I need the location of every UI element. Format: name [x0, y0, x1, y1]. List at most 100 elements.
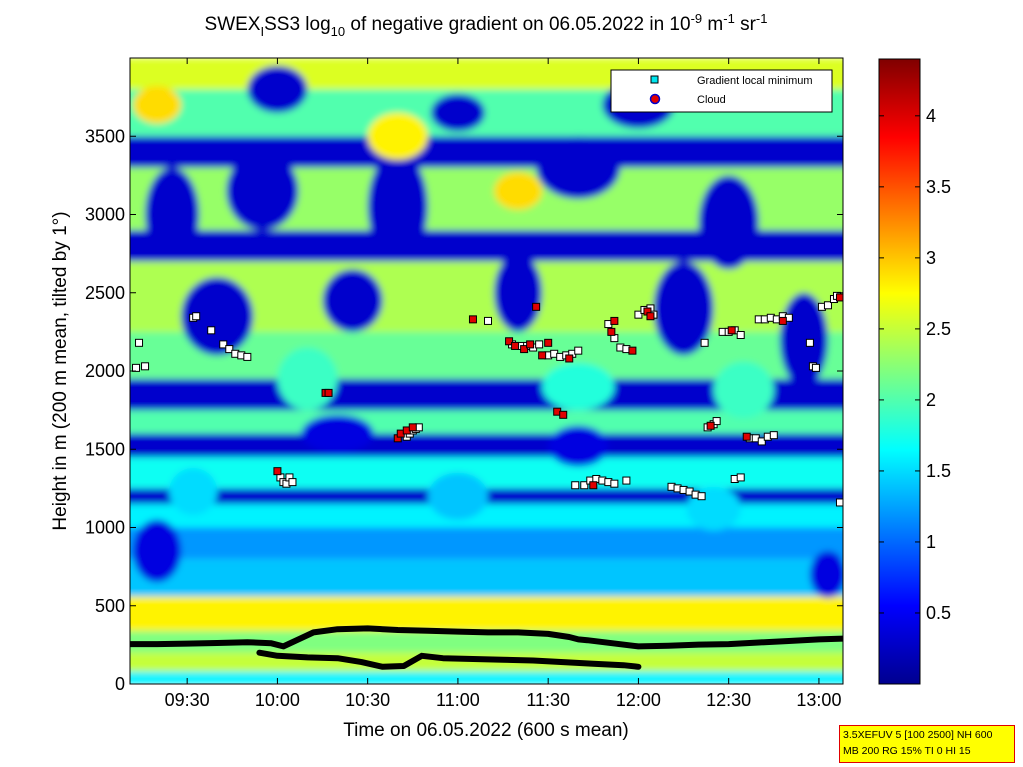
- cloud-marker: [610, 316, 619, 325]
- x-tick-label: 09:30: [165, 690, 210, 710]
- gradient-minimum-marker: [219, 340, 228, 349]
- gradient-minimum-marker: [192, 312, 201, 321]
- heatmap-blob: [494, 172, 543, 210]
- colorbar-tick-label: 0.5: [926, 603, 951, 623]
- title-prefix-sub: I: [260, 24, 264, 39]
- cloud-marker: [544, 338, 553, 347]
- heatmap-blob: [133, 86, 182, 124]
- cloud-marker: [607, 327, 616, 336]
- heatmap-blob: [367, 151, 428, 262]
- gradient-minimum-marker: [835, 498, 843, 507]
- cloud-marker: [511, 341, 520, 350]
- colorbar-tick-label: 1.5: [926, 461, 951, 481]
- heatmap-blob: [301, 414, 374, 453]
- heatmap-blob: [809, 550, 843, 598]
- gradient-minimum-marker: [823, 301, 832, 310]
- gradient-minimum-marker: [132, 363, 141, 372]
- cloud-marker: [589, 481, 598, 490]
- gradient-minimum-marker: [697, 492, 706, 501]
- heatmap-blob: [247, 65, 308, 113]
- colorbar-tick-label: 1: [926, 532, 936, 552]
- colorbar-tick-label: 3.5: [926, 177, 951, 197]
- gradient-minimum-marker: [288, 478, 297, 487]
- y-tick-label: 1500: [85, 439, 125, 459]
- gradient-line-lower: [130, 625, 843, 650]
- cloud-marker: [628, 346, 637, 355]
- gradient-minimum-marker: [135, 338, 144, 347]
- gradient-line-upper: [256, 649, 642, 670]
- heatmap: [130, 58, 843, 684]
- gradient-minimum-marker: [757, 437, 766, 446]
- x-axis: 09:30 10:00 10:30 11:00 11:30 12:00 12:30 13:00: [165, 58, 841, 710]
- gradient-minimum-marker: [610, 479, 619, 488]
- heatmap-band: [130, 596, 843, 631]
- gradient-lines: [130, 625, 843, 670]
- title-prefix: SWEX: [205, 14, 261, 35]
- heatmap-blob: [133, 519, 182, 583]
- title-middle: of negative gradient on 06.05.2022 in 10: [345, 14, 690, 35]
- heatmap-band: [130, 136, 843, 168]
- heatmap-band: [130, 457, 843, 489]
- x-tick-label: 12:00: [616, 690, 661, 710]
- colorbar-tick-label: 2: [926, 390, 936, 410]
- gradient-minimum-marker: [700, 338, 709, 347]
- cloud-marker: [565, 354, 574, 363]
- gradient-minimum-marker: [622, 476, 631, 485]
- heatmap-blob: [169, 468, 218, 515]
- y-tick-label: 1000: [85, 518, 125, 538]
- heatmap-blob: [494, 253, 543, 332]
- title-unit1: m: [702, 14, 723, 35]
- legend-box: [610, 69, 833, 113]
- x-tick-label: 12:30: [706, 690, 751, 710]
- heatmap-band: [130, 504, 843, 528]
- colorbar-tick-label: 3: [926, 248, 936, 268]
- legend: Gradient local minimum Cloud: [610, 69, 833, 113]
- gradient-minimum-marker: [574, 346, 583, 355]
- cloud-marker: [273, 467, 282, 476]
- heatmap-blob: [277, 347, 338, 411]
- legend-entry-cloud: Cloud: [697, 94, 726, 106]
- legend-square-marker: [650, 75, 659, 84]
- heatmap-blob: [542, 363, 615, 411]
- heatmap-band: [130, 527, 843, 559]
- cloud-marker: [835, 293, 843, 302]
- gradient-minimum-marker: [225, 345, 234, 354]
- y-tick-label: 2000: [85, 361, 125, 381]
- x-tick-label: 10:30: [345, 690, 390, 710]
- title-exp3: -1: [756, 11, 768, 26]
- cloud-marker: [706, 421, 715, 430]
- cloud-marker: [505, 337, 514, 346]
- gradient-minimum-marker: [207, 326, 216, 335]
- heatmap-blob: [653, 261, 714, 356]
- colorbar: [878, 58, 921, 685]
- colorbar-tick-label: 2.5: [926, 319, 951, 339]
- gradient-minimum-marker: [769, 431, 778, 440]
- heatmap-blob: [548, 425, 609, 467]
- gradient-minimum-marker: [580, 481, 589, 490]
- y-tick-label: 0: [115, 674, 125, 694]
- cloud-marker: [646, 312, 655, 321]
- cloud-marker: [778, 316, 787, 325]
- heatmap-band: [130, 671, 843, 684]
- heatmap-blob: [145, 167, 200, 262]
- cloud-marker: [520, 345, 529, 354]
- gradient-minimum-marker: [535, 340, 544, 349]
- gradient-minimum-marker: [811, 363, 820, 372]
- y-axis: 0 500 1000 1500 2000 2500 3000 3500: [85, 126, 843, 694]
- title-main: SS3 log: [264, 14, 331, 35]
- heatmap-blob: [322, 269, 383, 332]
- heatmap-blob: [536, 136, 621, 199]
- cloud-marker: [538, 351, 547, 360]
- title-main-sub: 10: [331, 24, 345, 39]
- legend-cloud-marker: [649, 93, 661, 105]
- chart-title: SWEXISS3 log10 of negative gradient on 0…: [205, 11, 768, 39]
- x-axis-label: Time on 06.05.2022 (600 s mean): [343, 720, 629, 741]
- heatmap-band: [130, 558, 843, 597]
- gradient-minimum-marker: [484, 316, 493, 325]
- cloud-marker: [727, 326, 736, 335]
- y-tick-label: 3000: [85, 205, 125, 225]
- heatmap-blob: [427, 472, 489, 520]
- gradient-minimum-marker: [571, 481, 580, 490]
- gradient-minimum-marker: [712, 417, 721, 426]
